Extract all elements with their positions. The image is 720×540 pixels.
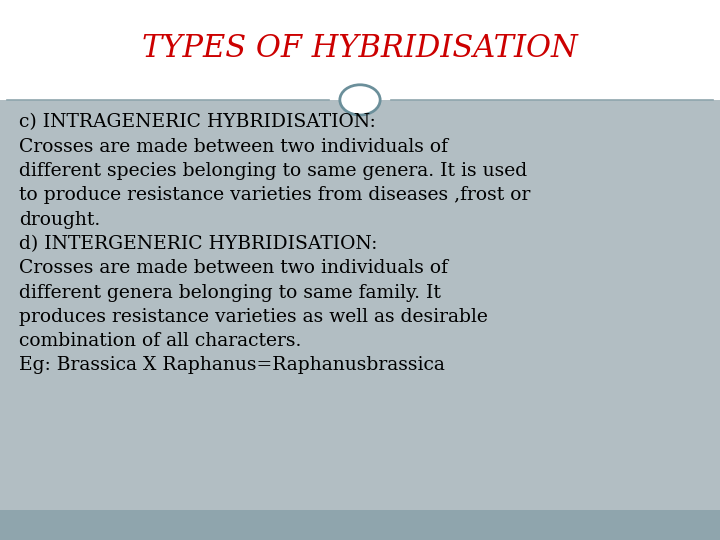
FancyBboxPatch shape — [0, 0, 720, 100]
FancyBboxPatch shape — [0, 510, 720, 540]
Text: TYPES OF HYBRIDISATION: TYPES OF HYBRIDISATION — [142, 33, 578, 64]
FancyBboxPatch shape — [0, 100, 720, 510]
Text: c) INTRAGENERIC HYBRIDISATION:
Crosses are made between two individuals of
diffe: c) INTRAGENERIC HYBRIDISATION: Crosses a… — [19, 113, 531, 374]
Circle shape — [340, 85, 380, 115]
